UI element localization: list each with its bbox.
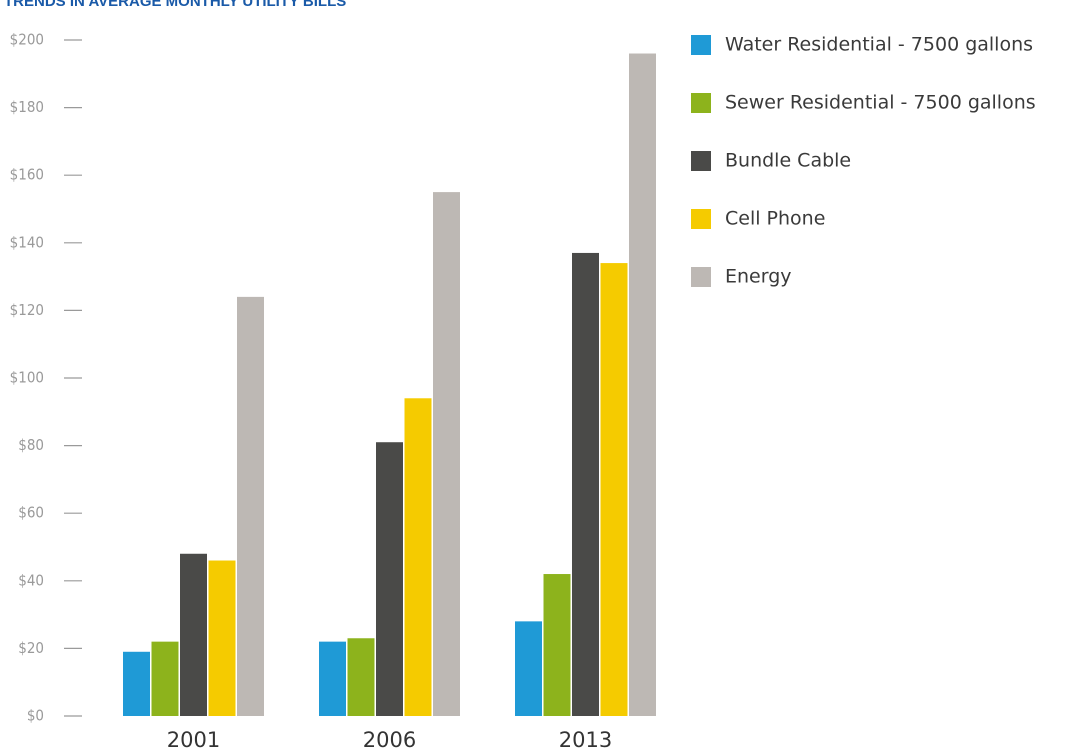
y-tick-label: $140 (10, 233, 44, 251)
chart-title: TRENDS IN AVERAGE MONTHLY UTILITY BILLS (4, 0, 346, 10)
bar (208, 560, 236, 716)
legend-label: Energy (725, 266, 792, 288)
bar (347, 638, 375, 716)
bar (237, 296, 264, 716)
bar (515, 621, 542, 716)
y-tick-label: $200 (10, 31, 44, 49)
x-tick-label: 2006 (363, 728, 416, 752)
legend-label: Bundle Cable (725, 150, 851, 172)
bar (404, 398, 432, 716)
y-tick-label: $80 (18, 436, 44, 454)
legend-label: Water Residential - 7500 gallons (725, 34, 1033, 56)
bar (572, 252, 599, 716)
legend-swatch (691, 209, 711, 229)
legend-swatch (691, 151, 711, 171)
y-tick-label: $100 (10, 369, 44, 387)
legend-swatch (691, 35, 711, 55)
y-tick-label: $160 (10, 166, 44, 184)
y-tick-label: $120 (10, 301, 44, 319)
bar (151, 641, 179, 716)
y-tick-label: $60 (18, 504, 44, 522)
y-tick-label: $180 (10, 98, 44, 116)
bar (319, 641, 346, 716)
bar (123, 651, 150, 716)
legend-label: Cell Phone (725, 208, 825, 230)
legend-swatch (691, 93, 711, 113)
bar (543, 574, 571, 716)
legend-label: Sewer Residential - 7500 gallons (725, 92, 1036, 114)
legend-swatch (691, 267, 711, 287)
bar (433, 192, 460, 717)
bar (180, 553, 207, 716)
bar (600, 263, 628, 716)
y-tick-label: $40 (18, 571, 44, 589)
y-tick-label: $20 (18, 639, 44, 657)
x-tick-label: 2001 (167, 728, 220, 752)
x-tick-label: 2013 (559, 728, 612, 752)
bar (629, 53, 656, 716)
y-tick-label: $0 (27, 707, 44, 725)
bar (376, 442, 403, 716)
